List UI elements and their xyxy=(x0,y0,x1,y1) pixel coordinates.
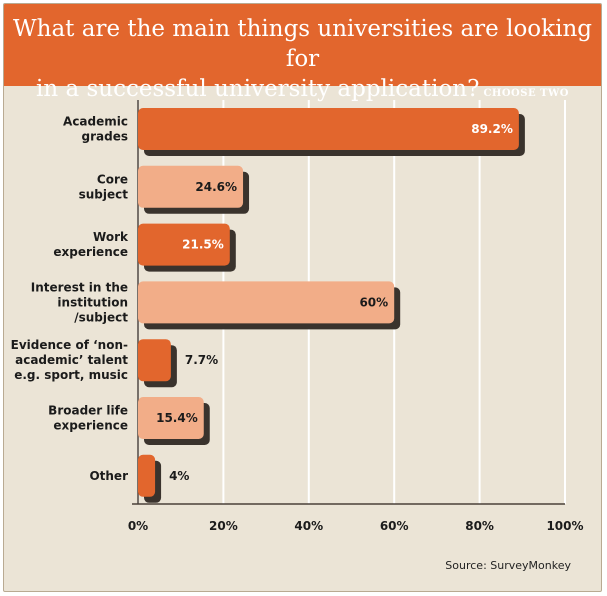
bar-value-label: 60% xyxy=(359,295,388,309)
bar xyxy=(138,339,171,382)
category-label: Work experience xyxy=(53,230,129,259)
chart-title-line-2: in a successful university application? xyxy=(36,76,480,102)
bar xyxy=(138,397,204,439)
category-label-line: subject xyxy=(79,187,129,201)
bar-value-label: 7.7% xyxy=(185,353,218,367)
x-tick-label: 0% xyxy=(128,519,148,533)
bar-value-label: 4% xyxy=(169,469,189,483)
x-tick-label: 100% xyxy=(546,519,583,533)
category-label-line: e.g. sport, music xyxy=(14,368,128,382)
category-label-line: experience xyxy=(53,419,128,433)
category-label: Core subject xyxy=(79,172,129,201)
bar-chart: 0% 20% 40% 60% 80% 100% 89.2% Academic grades 24.… xyxy=(11,100,584,572)
source-note: Source: SurveyMonkey xyxy=(445,559,571,572)
category-label: Evidence of ‘non-academic’ talent e.g. sp… xyxy=(11,338,129,382)
x-tick-label: 20% xyxy=(209,519,238,533)
category-label: Academic grades xyxy=(63,115,128,144)
chart-title-line-1: What are the main things universities ar… xyxy=(13,16,592,72)
category-label: Interest in the institution/subject xyxy=(31,280,129,324)
category-label-line: Broader life xyxy=(48,404,128,418)
category-label: Other xyxy=(89,469,128,483)
category-label-line: Core xyxy=(97,172,128,186)
category-label-line: grades xyxy=(82,130,128,144)
category-label-line: Other xyxy=(89,469,128,483)
category-label-line: Evidence of ‘non- xyxy=(11,338,128,352)
category-label-line: Work xyxy=(93,230,129,244)
x-tick-label: 80% xyxy=(465,519,494,533)
bar xyxy=(138,165,244,208)
chart-subtitle: CHOOSE TWO xyxy=(483,88,569,99)
bar xyxy=(138,223,230,266)
x-tick-label: 60% xyxy=(380,519,409,533)
category-label-line: Interest in the xyxy=(31,280,128,294)
chart-header: What are the main things universities ar… xyxy=(4,4,601,102)
bar-value-label: 21.5% xyxy=(182,238,224,252)
category-label-line: academic’ talent xyxy=(15,353,128,367)
bar xyxy=(138,108,519,150)
category-label-line: /subject xyxy=(74,310,128,324)
category-label-line: Academic xyxy=(63,115,128,129)
category-label-line: institution xyxy=(57,295,128,309)
category-label: Broader life experience xyxy=(48,404,128,433)
bar-value-label: 15.4% xyxy=(156,411,198,425)
bar xyxy=(138,281,395,324)
bar xyxy=(138,454,156,497)
chart-frame: What are the main things universities ar… xyxy=(3,3,602,592)
x-tick-label: 40% xyxy=(294,519,323,533)
bar-value-label: 24.6% xyxy=(195,180,237,194)
bar-value-label: 89.2% xyxy=(471,122,513,136)
category-label-line: experience xyxy=(53,245,128,259)
